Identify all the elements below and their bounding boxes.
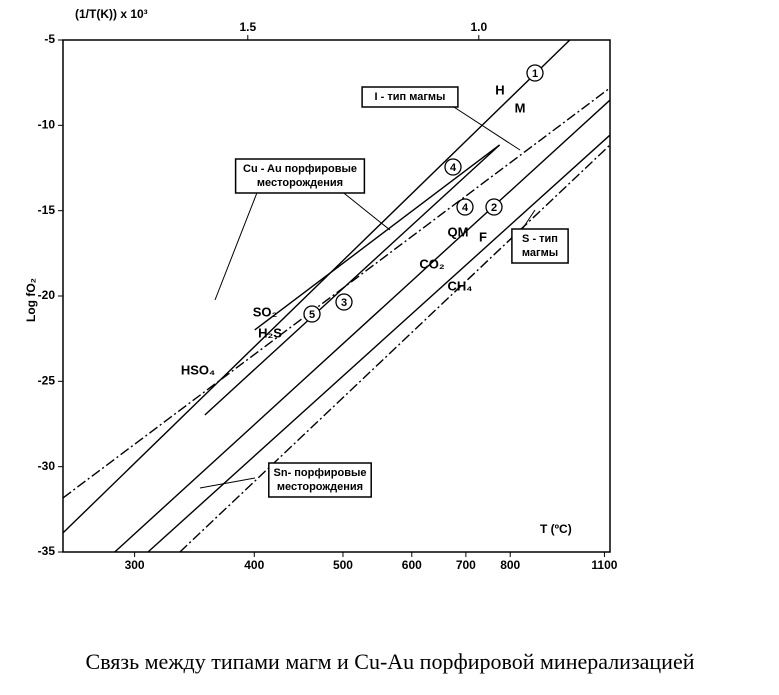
label-circle [456, 198, 474, 216]
x-axis-label: T (ºC) [540, 522, 572, 536]
annotation: месторождения [257, 177, 343, 189]
data-line [114, 99, 611, 553]
x-tick-label: 700 [456, 558, 476, 572]
x-tick-label: 600 [402, 558, 422, 572]
data-line [147, 134, 611, 553]
annotation: I - тип магмы [375, 91, 446, 103]
annotation: 4 [450, 162, 457, 174]
annotation: 2 [491, 202, 497, 214]
annotation: SO₂ [253, 304, 278, 319]
label-box [268, 462, 372, 498]
caption: Связь между типами магм и Cu-Au порфиров… [86, 649, 695, 674]
x2-axis-label: (1/T(K)) x 10³ [75, 7, 148, 21]
x-tick-label: 1100 [591, 558, 617, 572]
data-line [254, 144, 501, 331]
annotation: 5 [309, 309, 315, 321]
annotation: 4 [462, 202, 469, 214]
annotation: H₂S [258, 325, 282, 340]
data-line [179, 144, 611, 553]
y-tick-label: -20 [38, 288, 56, 302]
x-tick-label: 400 [244, 558, 264, 572]
label-circle [303, 305, 321, 323]
y-tick-label: -25 [38, 374, 56, 388]
data-line [62, 87, 611, 499]
annotation: магмы [522, 247, 558, 259]
label-circle [444, 158, 462, 176]
x2-tick-label: 1.0 [470, 20, 487, 34]
annotation: HSO₄ [181, 362, 215, 377]
label-box [511, 228, 569, 264]
annotation: 1 [532, 68, 538, 80]
label-box [361, 86, 459, 108]
annotation: QM [448, 224, 469, 239]
x-tick-label: 500 [333, 558, 353, 572]
data-line [62, 39, 571, 534]
y-tick-label: -15 [38, 203, 56, 217]
annotation: 3 [341, 297, 347, 309]
label-circle [526, 64, 544, 82]
x-tick-label: 800 [500, 558, 520, 572]
y-tick-label: -10 [38, 118, 56, 132]
annotation: CO₂ [419, 256, 445, 271]
y-axis-label: Log fO₂ [24, 278, 38, 322]
annotation: F [479, 229, 487, 244]
annotation: Cu - Au порфировые [243, 163, 357, 175]
x2-tick-label: 1.5 [239, 20, 256, 34]
x-tick-label: 300 [125, 558, 145, 572]
annotation: M [515, 100, 526, 115]
annotation: месторождения [277, 481, 363, 493]
annotation: Sn- порфировые [274, 467, 367, 479]
data-line [204, 144, 501, 416]
y-tick-label: -35 [38, 544, 56, 558]
label-circle [485, 198, 503, 216]
y-tick-label: -5 [44, 32, 55, 46]
annotation: S - тип [522, 233, 558, 245]
label-box [234, 158, 366, 194]
annotation: H [495, 82, 504, 97]
annotation: CH₄ [448, 278, 473, 293]
y-tick-label: -30 [38, 459, 56, 473]
label-circle [335, 293, 353, 311]
